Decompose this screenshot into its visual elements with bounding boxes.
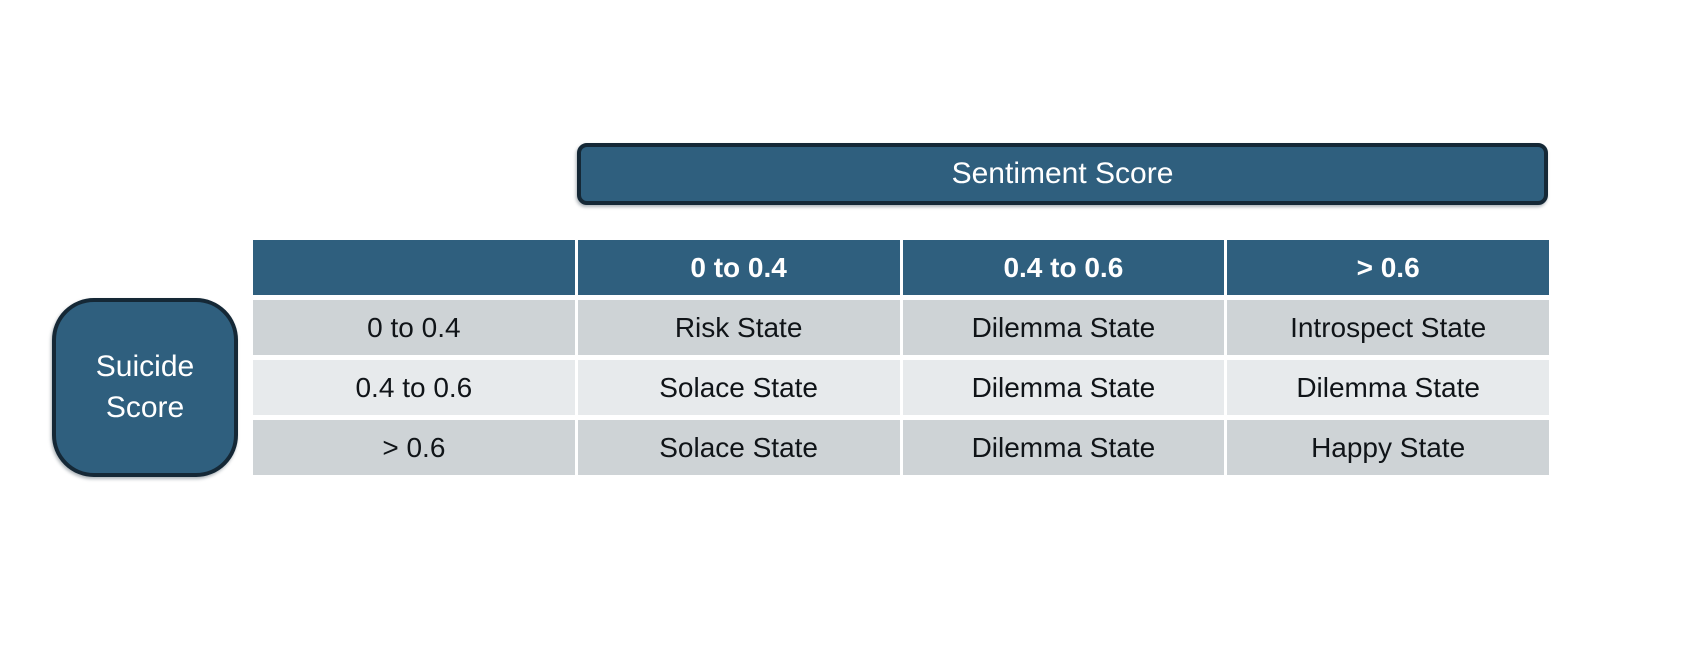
column-header: 0 to 0.4 bbox=[577, 240, 900, 295]
matrix-cell: Dilemma State bbox=[1227, 360, 1549, 415]
row-header: 0.4 to 0.6 bbox=[253, 360, 575, 415]
sentiment-score-label: Sentiment Score bbox=[951, 157, 1174, 190]
column-header: > 0.6 bbox=[1227, 240, 1549, 295]
matrix-cell: Solace State bbox=[577, 420, 900, 475]
sentiment-score-axis-box: Sentiment Score bbox=[577, 143, 1548, 205]
suicide-score-axis-box: Suicide Score bbox=[52, 298, 238, 477]
matrix-cell: Risk State bbox=[577, 300, 900, 355]
suicide-score-label: Suicide Score bbox=[95, 350, 195, 424]
row-header: 0 to 0.4 bbox=[253, 300, 575, 355]
matrix-cell: Dilemma State bbox=[902, 360, 1225, 415]
row-header: > 0.6 bbox=[253, 420, 575, 475]
matrix-cell: Dilemma State bbox=[902, 300, 1225, 355]
matrix-corner-cell bbox=[253, 240, 575, 295]
column-header: 0.4 to 0.6 bbox=[902, 240, 1225, 295]
matrix-cell: Happy State bbox=[1227, 420, 1549, 475]
state-matrix-table: 0 to 0.4 0.4 to 0.6 > 0.6 0 to 0.4 Risk … bbox=[253, 240, 1549, 475]
matrix-cell: Introspect State bbox=[1227, 300, 1549, 355]
matrix-cell: Solace State bbox=[577, 360, 900, 415]
matrix-cell: Dilemma State bbox=[902, 420, 1225, 475]
